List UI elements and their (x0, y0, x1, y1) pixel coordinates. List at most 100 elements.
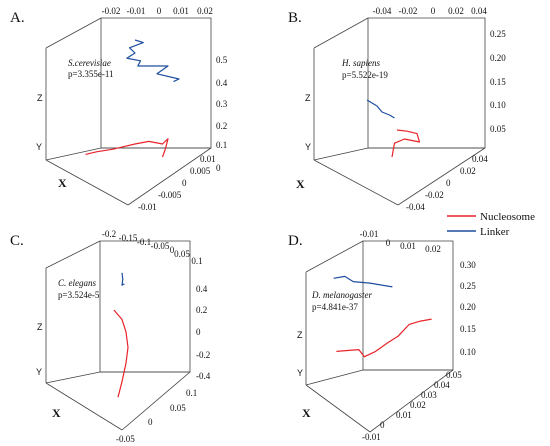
box-edge (313, 17, 369, 49)
z-axis-ticks: 0.10 0.15 0.20 0.25 0.30 (460, 260, 476, 357)
box-edge (45, 382, 123, 431)
z-tick: 0.10 (460, 347, 476, 357)
x-tick: 0.01 (200, 154, 216, 164)
nucleosome-trajectory (391, 129, 421, 158)
back-wall (100, 17, 212, 149)
panel-b: B. Z Y X H. sapiens p=5.522e-19 -0.04 -0… (288, 6, 506, 212)
top-axis-ticks: -0.02 -0.01 0 0.01 0.02 (102, 6, 213, 16)
y-axis-label: Y (305, 142, 311, 152)
top-tick: -0.01 (360, 229, 379, 239)
z-tick: 0.4 (216, 78, 228, 88)
top-axis-ticks: -0.01 0 0.01 0.02 (360, 229, 441, 254)
p-value: p=4.841e-37 (312, 302, 358, 312)
top-tick: 0 (431, 6, 436, 16)
box-edge (45, 371, 101, 384)
x-tick: -0.04 (406, 202, 425, 212)
box-edge (313, 159, 399, 206)
box-edge (305, 369, 364, 386)
top-tick: -0.1 (137, 237, 151, 247)
x-axis-ticks: -0.01 -0.005 0 0.005 0.01 (138, 154, 216, 212)
nucleosome-trajectory (113, 309, 129, 398)
nucleosome-trajectory (336, 318, 432, 358)
legend-label-linker: Linker (480, 226, 510, 238)
organism-label: C. elegans (58, 278, 96, 288)
z-tick: 0.2 (216, 121, 227, 131)
z-axis-label: Z (37, 93, 43, 103)
panel-label: A. (10, 10, 25, 26)
x-axis-label: X (58, 176, 67, 190)
linker-trajectory (126, 39, 180, 83)
top-tick: -0.2 (102, 229, 116, 239)
top-tick: -0.15 (119, 233, 138, 243)
x-tick: 0.02 (460, 166, 476, 176)
organism-label: D. melanogaster (311, 290, 372, 300)
z-tick: 0.05 (490, 124, 506, 134)
z-tick: 0.30 (460, 260, 476, 270)
nucleosome-trajectory (85, 138, 169, 158)
box-edge (45, 159, 129, 206)
x-tick: -0.01 (138, 202, 157, 212)
organism-label: S.cerevisiae (68, 58, 111, 68)
z-axis-ticks: 0.05 0.10 0.15 0.20 0.25 (490, 29, 506, 134)
x-tick: 0.005 (190, 166, 211, 176)
top-axis-ticks: -0.04 -0.02 0 0.02 0.04 (373, 6, 488, 16)
x-tick: 0 (446, 178, 451, 188)
top-tick: 0.02 (197, 6, 213, 16)
box-edge (45, 17, 102, 49)
z-tick: 0.15 (490, 77, 506, 87)
top-tick: -0.01 (127, 6, 146, 16)
z-tick: 0.25 (460, 281, 476, 291)
top-tick: 0.01 (400, 241, 416, 251)
top-tick: 0.1 (191, 256, 202, 266)
x-tick: 0 (182, 178, 187, 188)
x-tick: -0.005 (158, 190, 182, 200)
z-tick: 0.25 (490, 29, 506, 39)
legend: Nucleosome Linker (447, 211, 535, 238)
top-tick: -0.02 (102, 6, 121, 16)
p-value: p=5.522e-19 (342, 70, 388, 80)
top-tick: -0.05 (151, 241, 170, 251)
x-axis-label: X (52, 406, 61, 420)
top-tick: 0 (157, 6, 162, 16)
organism-label: H. sapiens (341, 58, 380, 68)
box-edge (305, 240, 364, 273)
x-tick: 0.02 (410, 400, 426, 410)
x-tick: -0.02 (425, 190, 444, 200)
x-axis-ticks: -0.01 0 0.01 0.02 0.03 0.04 0.05 (362, 370, 462, 442)
top-tick: 0.04 (471, 6, 487, 16)
box-edge (369, 369, 454, 433)
z-tick: 0.2 (196, 305, 207, 315)
box-edge (313, 147, 369, 161)
z-tick: 0.20 (460, 302, 476, 312)
x-axis-ticks: -0.05 0 0.05 0.1 (116, 388, 197, 444)
panel-a: A. Z Y X S.cerevisiae p=3.355e-11 -0.02 … (10, 6, 228, 212)
panel-label: C. (10, 233, 24, 249)
z-axis-label: Z (305, 93, 311, 103)
x-tick: 0.03 (421, 390, 437, 400)
x-axis-ticks: -0.04 -0.02 0 0.02 0.04 (406, 154, 488, 212)
z-tick: 0.5 (216, 55, 228, 65)
linker-trajectory (121, 272, 125, 286)
y-axis-label: Y (297, 368, 303, 378)
y-axis-label: Y (36, 367, 42, 377)
z-axis-ticks: -0.4 -0.2 0 0.2 0.4 (196, 284, 211, 381)
top-tick: 0.05 (174, 249, 190, 259)
x-tick: 0.1 (186, 388, 197, 398)
back-wall (367, 17, 486, 149)
top-tick: -0.04 (373, 6, 392, 16)
x-tick: 0 (380, 420, 385, 430)
z-tick: 0.10 (490, 100, 506, 110)
box-edge (121, 371, 191, 431)
z-tick: 0.3 (216, 99, 228, 109)
p-value: p=3.355e-11 (68, 69, 113, 79)
x-tick: 0.04 (472, 154, 488, 164)
z-axis-ticks: 0 0.1 0.2 0.3 0.4 0.5 (216, 55, 228, 173)
box-edge (397, 147, 486, 206)
series-layer (113, 272, 129, 398)
panel-label: B. (288, 10, 302, 26)
z-tick: 0.20 (490, 53, 506, 63)
z-tick: 0.1 (216, 140, 227, 150)
x-tick: 0.05 (170, 403, 186, 413)
panel-label: D. (288, 233, 303, 249)
